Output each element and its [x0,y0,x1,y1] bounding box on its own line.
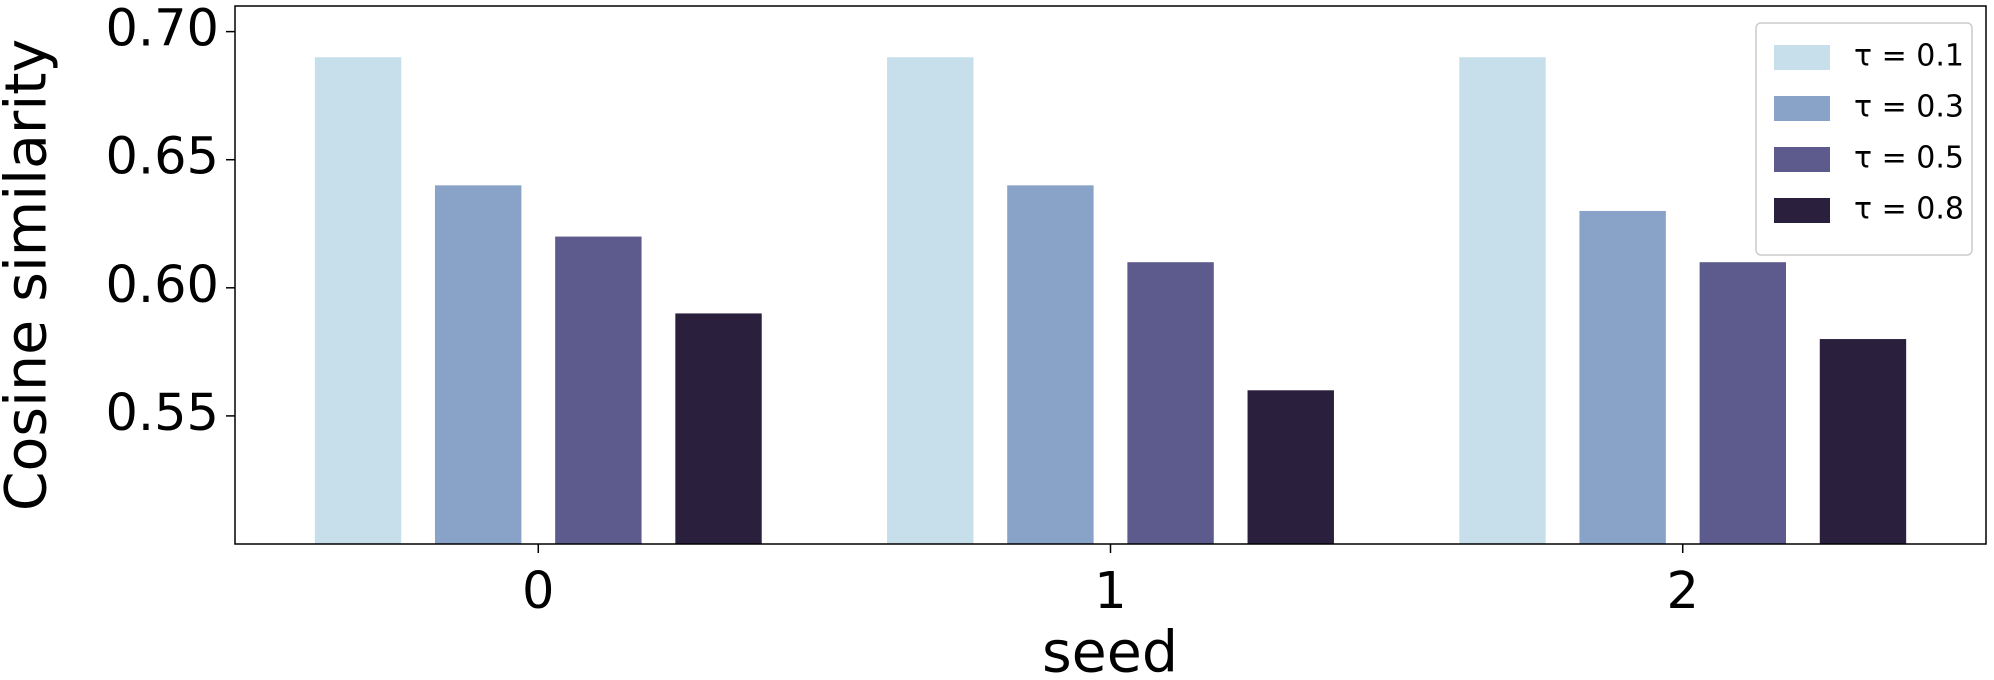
x-tick-label: 1 [1094,562,1126,621]
legend-swatch [1774,198,1830,223]
plot-frame [234,5,1987,545]
legend-label: τ = 0.3 [1854,90,1964,125]
legend-swatch [1774,96,1830,121]
y-tick-label: 0.70 [105,0,219,59]
bar [1819,339,1907,544]
legend: τ = 0.1 τ = 0.3 τ = 0.5 τ = 0.8 [1755,22,1973,256]
legend-swatch [1774,147,1830,172]
bar [1459,57,1546,544]
legend-label: τ = 0.5 [1854,141,1964,176]
bar [1127,262,1214,544]
x-axis-label: seed [1042,620,1178,680]
legend-label: τ = 0.1 [1854,39,1964,74]
legend-swatch [1774,45,1830,70]
y-axis-label: Cosine similarity [0,39,60,512]
x-tick-label: 0 [522,562,554,621]
legend-frame [1755,22,1973,256]
legend-label: τ = 0.8 [1854,192,1964,227]
bar [1699,262,1787,544]
y-tick-label: 0.55 [105,384,219,443]
bar [887,57,974,544]
bar [434,185,522,545]
bar [1579,210,1666,544]
bar [314,57,402,544]
bar [675,313,762,544]
y-tick-label: 0.65 [105,128,219,187]
bar [1247,390,1334,544]
bar [1007,185,1094,545]
y-tick-label: 0.60 [105,256,219,315]
x-tick-label: 2 [1666,562,1698,621]
bar [555,236,642,545]
